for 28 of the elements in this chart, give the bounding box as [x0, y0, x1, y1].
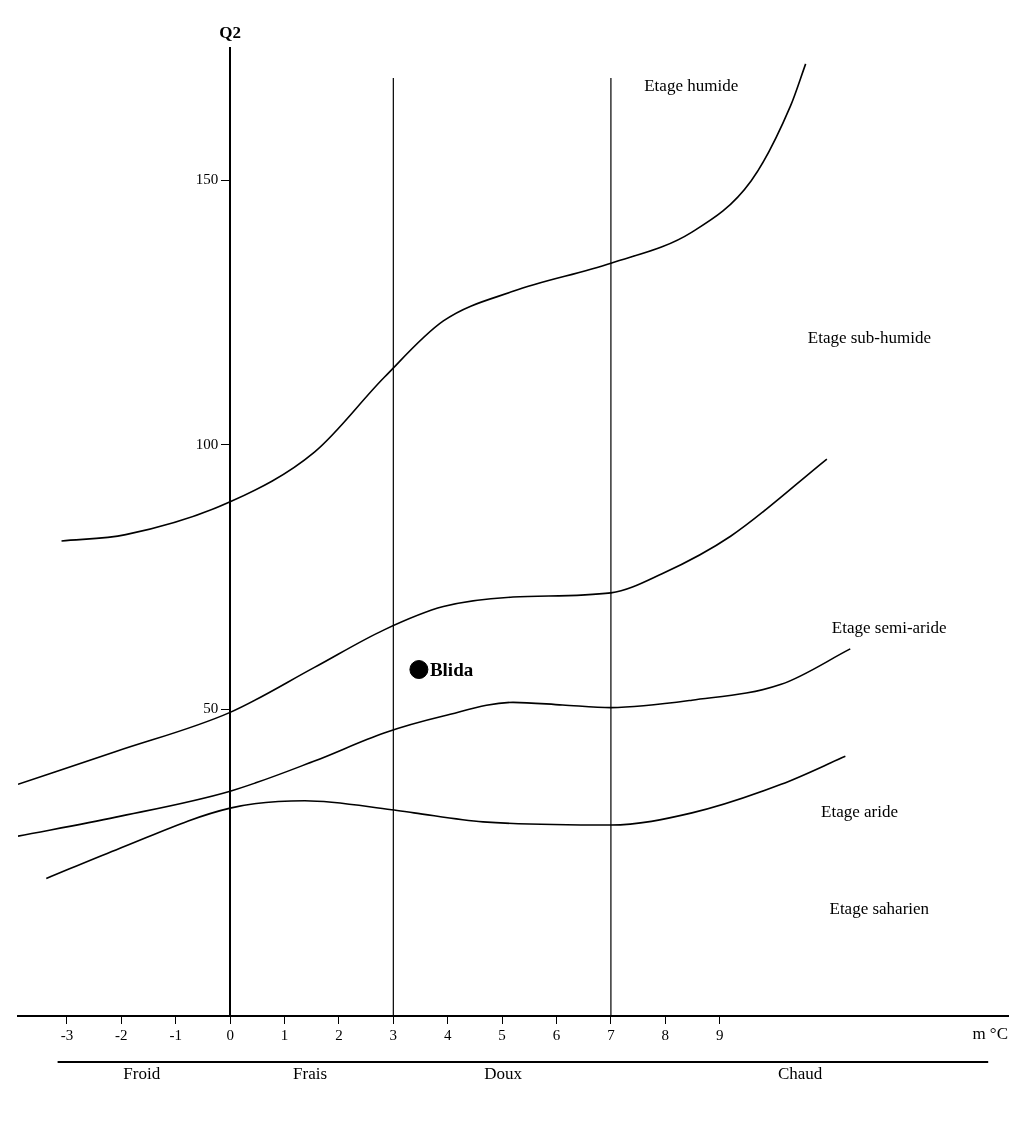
x-tick-label: 3 [389, 1026, 398, 1043]
text: Froid [123, 1063, 161, 1083]
x-tick-label: 6 [552, 1026, 561, 1043]
y-tick-label: 100 [195, 435, 219, 452]
text: Chaud [777, 1063, 823, 1083]
series-label: Blida [429, 659, 474, 681]
y-axis-title: Q2 [219, 22, 242, 42]
x-tick-label: 1 [280, 1026, 289, 1043]
x-tick-label: 9 [715, 1026, 724, 1043]
x-tick-label: 2 [335, 1026, 343, 1043]
text: Doux [484, 1063, 523, 1083]
annotation: Etage semi-aride [831, 618, 947, 638]
x-tick-label: 7 [607, 1026, 616, 1043]
y-tick-label: 50 [203, 700, 219, 717]
y-tick-label: 150 [195, 171, 219, 188]
x-tick-label: 8 [661, 1026, 670, 1043]
x-tick-label: -2 [115, 1026, 128, 1043]
x-tick-label: 4 [443, 1026, 452, 1043]
x-axis-title: m °C [972, 1023, 1008, 1043]
annotation: Etage saharien [829, 898, 930, 918]
x-tick-label: 0 [226, 1026, 234, 1043]
annotation: Etage sub-humide [807, 327, 932, 347]
x-tick-label: -1 [169, 1026, 182, 1043]
x-tick-label: -3 [60, 1026, 74, 1043]
annotation: Etage humide [644, 76, 739, 96]
annotation: Etage aride [821, 802, 898, 822]
text: Frais [293, 1063, 328, 1083]
x-tick-label: 5 [498, 1026, 506, 1043]
